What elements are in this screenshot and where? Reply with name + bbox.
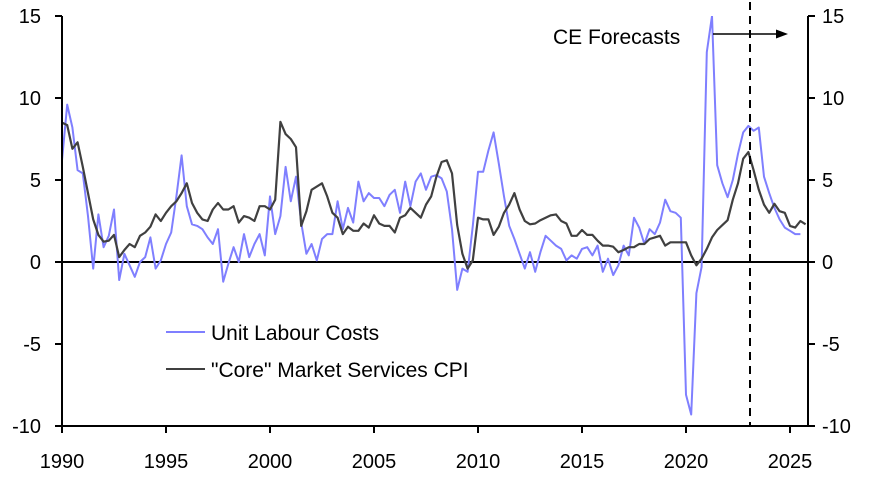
legend-label-ulc: Unit Labour Costs	[211, 322, 379, 345]
y-tick-label-right: 10	[822, 88, 844, 110]
x-tick-label: 2005	[352, 451, 397, 473]
x-tick-label: 2025	[768, 451, 813, 473]
x-tick-label: 2000	[248, 451, 293, 473]
y-tick-label-right: 5	[822, 170, 833, 192]
x-tick-label: 2010	[456, 451, 501, 473]
y-tick-label-left: 10	[19, 88, 41, 110]
legend: Unit Labour Costs "Core" Market Services…	[166, 322, 469, 382]
forecast-arrow-head	[776, 29, 788, 39]
y-tick-label-left: 0	[30, 252, 41, 274]
x-tick-label: 2020	[664, 451, 709, 473]
x-tick-label: 1990	[40, 451, 85, 473]
series-core-market-services-cpi	[62, 120, 807, 270]
x-tick-label: 2015	[560, 451, 605, 473]
y-tick-label-left: 5	[30, 170, 41, 192]
annotation-ce-forecasts: CE Forecasts	[553, 26, 680, 49]
y-tick-label-left: -10	[12, 416, 41, 438]
series-unit-labour-costs	[62, 16, 801, 416]
y-tick-label-right: 15	[822, 6, 844, 28]
y-tick-label-left: -5	[23, 334, 41, 356]
y-tick-label-left: 15	[19, 6, 41, 28]
series-line	[62, 120, 807, 270]
x-tick-label: 1995	[144, 451, 189, 473]
legend-label-core-cpi: "Core" Market Services CPI	[211, 359, 469, 382]
series-line	[62, 16, 801, 416]
y-tick-label-right: -10	[822, 416, 851, 438]
y-tick-label-right: -5	[822, 334, 840, 356]
y-tick-label-right: 0	[822, 252, 833, 274]
